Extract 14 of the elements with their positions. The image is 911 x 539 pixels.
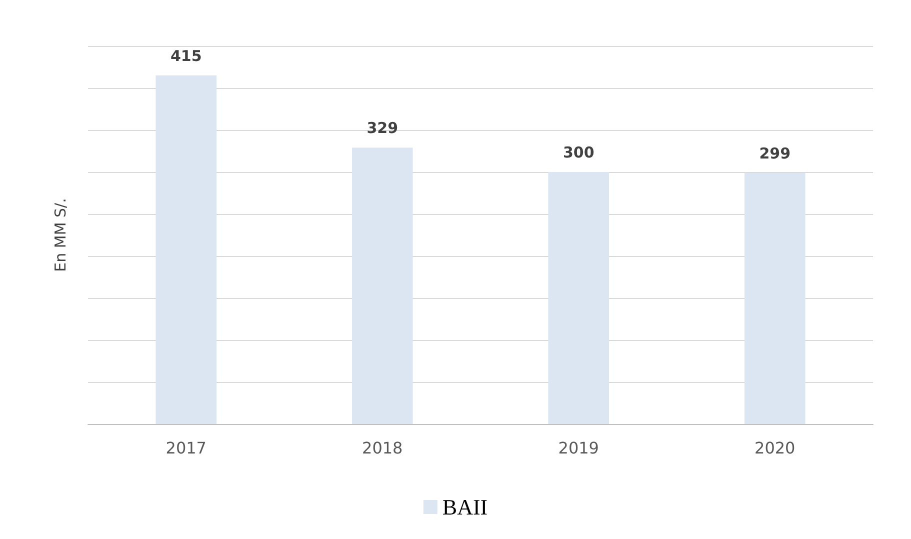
y-axis-title: En MM S/. (52, 198, 70, 272)
data-label: 329 (366, 119, 398, 138)
bar (352, 148, 413, 424)
legend-label: BAII (442, 494, 488, 520)
data-label: 300 (562, 144, 594, 162)
x-tick-label: 2019 (558, 438, 599, 458)
bar (156, 75, 217, 424)
x-tick-label: 2020 (754, 438, 796, 458)
data-label: 299 (759, 144, 791, 162)
x-tick-label: 2017 (166, 438, 206, 458)
bar (548, 172, 610, 424)
x-tick-label: 2018 (362, 438, 403, 458)
bar (744, 172, 806, 424)
data-label: 415 (170, 46, 202, 65)
